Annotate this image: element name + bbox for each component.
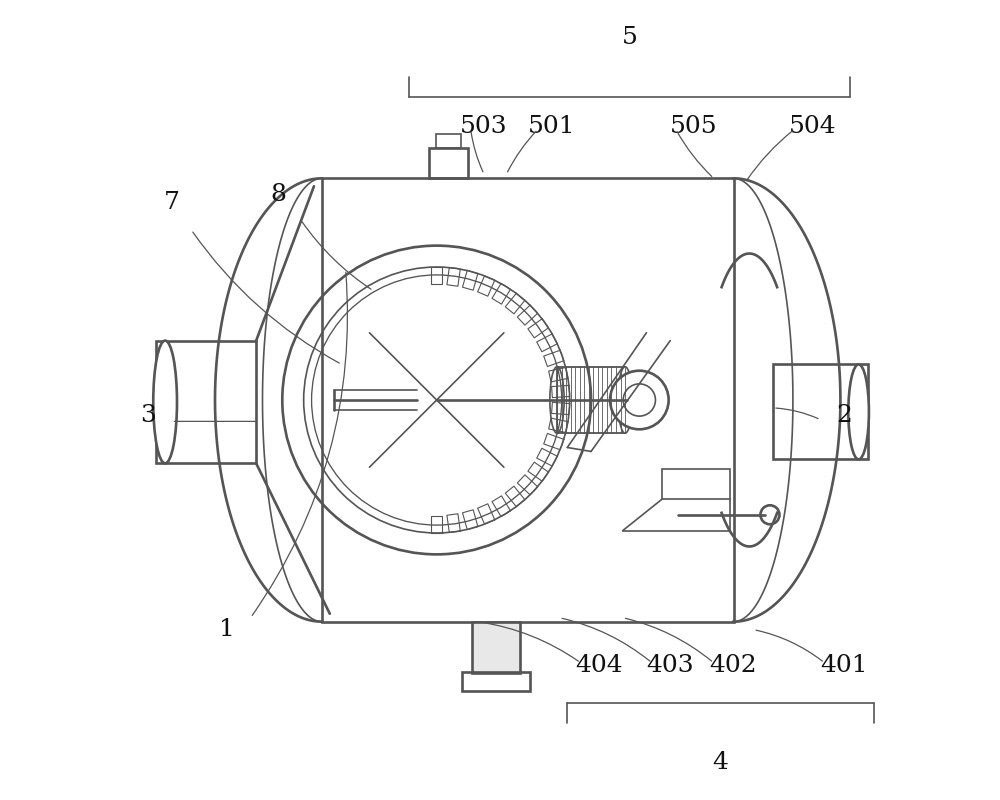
Bar (322, 178, 734, 622)
Text: 504: 504 (789, 115, 837, 138)
Text: 505: 505 (670, 115, 718, 138)
Text: 4: 4 (713, 751, 728, 774)
Ellipse shape (760, 506, 779, 524)
Text: 404: 404 (575, 654, 623, 677)
Text: 403: 403 (646, 654, 694, 677)
Bar (156, 341, 256, 463)
Bar (662, 469, 730, 499)
Text: 1: 1 (219, 618, 235, 641)
Text: 7: 7 (164, 190, 179, 214)
Bar (436, 134, 461, 148)
Ellipse shape (153, 341, 177, 463)
Ellipse shape (848, 364, 869, 459)
Text: 503: 503 (460, 115, 508, 138)
Text: 3: 3 (140, 404, 156, 427)
Text: 8: 8 (270, 182, 286, 206)
Text: 501: 501 (528, 115, 575, 138)
Bar (557, 366, 625, 434)
Text: 401: 401 (821, 654, 868, 677)
Text: 402: 402 (710, 654, 757, 677)
Text: 2: 2 (836, 404, 852, 427)
Bar (429, 148, 468, 178)
Bar (462, 671, 530, 690)
Text: 5: 5 (622, 26, 637, 49)
Ellipse shape (610, 370, 669, 430)
Bar (773, 364, 868, 459)
Bar (472, 622, 520, 673)
Ellipse shape (618, 366, 632, 434)
